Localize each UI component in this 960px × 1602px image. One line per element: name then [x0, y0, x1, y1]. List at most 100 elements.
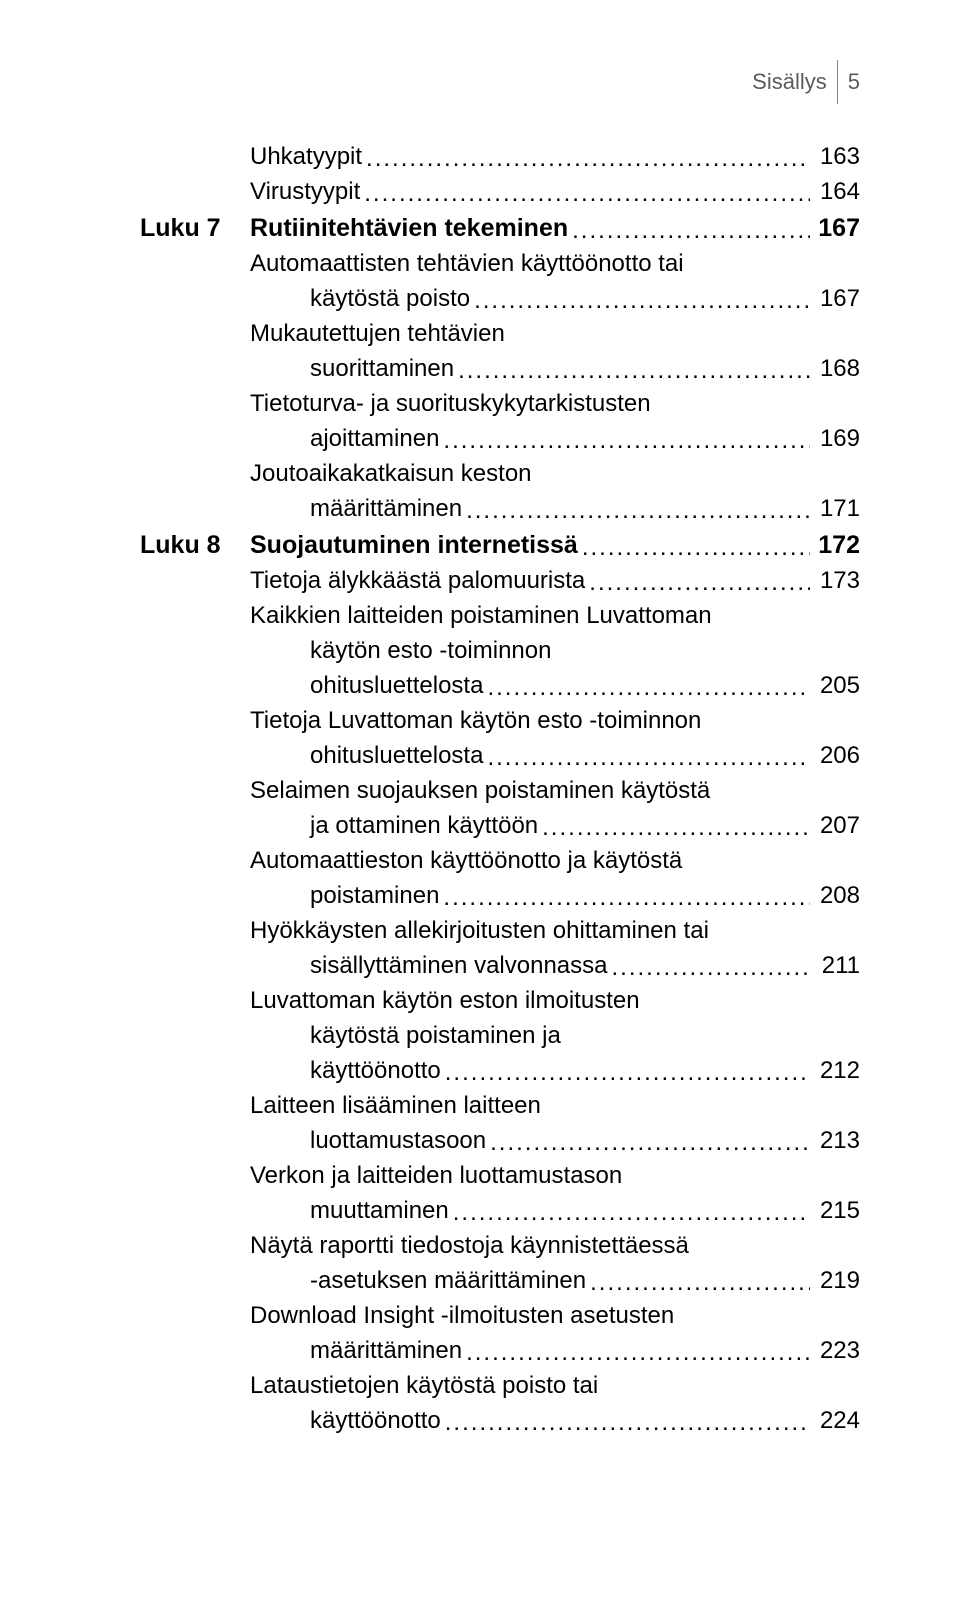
toc-entry-row: Kaikkien laitteiden poistaminen Luvattom… [140, 599, 860, 634]
toc-page-number: 172 [810, 527, 860, 563]
toc-entry-row: Luvattoman käytön eston ilmoitusten [140, 984, 860, 1019]
toc-leader-dots [362, 142, 810, 177]
toc-leader-dots [449, 1196, 810, 1231]
toc-entry-row: Tietoja Luvattoman käytön esto -toiminno… [140, 704, 860, 739]
toc-page-number: 169 [810, 422, 860, 457]
toc-leader-dots [454, 354, 810, 389]
toc-entry-row: muuttaminen215 [140, 1194, 860, 1229]
toc-entry-text: Tietoja älykkäästä palomuurista [250, 564, 585, 599]
toc-entry-row: luottamustasoon 213 [140, 1124, 860, 1159]
toc-entry-text: määrittäminen [250, 1334, 462, 1369]
toc-entry-text: Luvattoman käytön eston ilmoitusten [250, 984, 640, 1019]
toc-page-number: 171 [810, 492, 860, 527]
toc-entry-row: käyttöönotto 212 [140, 1054, 860, 1089]
running-header: Sisällys 5 [752, 60, 860, 104]
toc-entry-row: käytön esto -toiminnon [140, 634, 860, 669]
toc-page-number: 215 [810, 1194, 860, 1229]
toc-page-number: 205 [810, 669, 860, 704]
toc-entry-row: käytöstä poisto 167 [140, 282, 860, 317]
toc-entry-text: Joutoaikakatkaisun keston [250, 457, 532, 492]
toc-entry-row: poistaminen 208 [140, 879, 860, 914]
toc-entry-row: käytöstä poistaminen ja [140, 1019, 860, 1054]
toc-entry-row: ajoittaminen 169 [140, 422, 860, 457]
toc-entry-row: Hyökkäysten allekirjoitusten ohittaminen… [140, 914, 860, 949]
toc-entry-text: Automaattieston käyttöönotto ja käytöstä [250, 844, 682, 879]
toc-page-number: 208 [810, 879, 860, 914]
toc-page-number: 173 [810, 564, 860, 599]
toc-leader-dots [586, 1266, 810, 1301]
toc-content: Uhkatyypit163Virustyypit164Luku 7Rutiini… [140, 140, 860, 1439]
toc-page-number: 164 [810, 175, 860, 210]
toc-entry-row: ja ottaminen käyttöön 207 [140, 809, 860, 844]
toc-entry-text: Laitteen lisääminen laitteen [250, 1089, 541, 1124]
toc-entry-text: ajoittaminen [250, 422, 439, 457]
toc-page-number: 223 [810, 1334, 860, 1369]
toc-page-number: 224 [810, 1404, 860, 1439]
toc-entry-row: ohitusluettelosta 205 [140, 669, 860, 704]
toc-leader-dots [578, 531, 810, 566]
toc-entry-row: Lataustietojen käytöstä poisto tai [140, 1369, 860, 1404]
toc-entry-text: Mukautettujen tehtävien [250, 317, 505, 352]
toc-entry-text: käytöstä poistaminen ja [250, 1019, 561, 1054]
toc-leader-dots [585, 566, 810, 601]
toc-entry-row: Verkon ja laitteiden luottamustason [140, 1159, 860, 1194]
toc-page: Sisällys 5 Uhkatyypit163Virustyypit164Lu… [0, 0, 960, 1602]
toc-entry-row: Automaattisten tehtävien käyttöönotto ta… [140, 247, 860, 282]
chapter-label: Luku 7 [140, 210, 250, 246]
toc-leader-dots [607, 951, 810, 986]
toc-entry-text: Tietoturva- ja suorituskykytarkistusten [250, 387, 651, 422]
toc-entry-row: Download Insight -ilmoitusten asetusten [140, 1299, 860, 1334]
toc-entry-row: Uhkatyypit163 [140, 140, 860, 175]
toc-entry-text: käyttöönotto [250, 1404, 441, 1439]
toc-entry-row: Selaimen suojauksen poistaminen käytöstä [140, 774, 860, 809]
toc-entry-text: Kaikkien laitteiden poistaminen Luvattom… [250, 599, 712, 634]
toc-chapter-row: Luku 7Rutiinitehtävien tekeminen 167 [140, 210, 860, 247]
toc-entry-text: ja ottaminen käyttöön [250, 809, 538, 844]
toc-entry-text: Verkon ja laitteiden luottamustason [250, 1159, 622, 1194]
toc-page-number: 167 [810, 282, 860, 317]
toc-entry-text: poistaminen [250, 879, 439, 914]
toc-leader-dots [538, 811, 810, 846]
toc-entry-row: määrittäminen171 [140, 492, 860, 527]
toc-entry-text: Näytä raportti tiedostoja käynnistettäes… [250, 1229, 689, 1264]
toc-page-number: 206 [810, 739, 860, 774]
toc-entry-row: ohitusluettelosta206 [140, 739, 860, 774]
toc-page-number: 212 [810, 1054, 860, 1089]
toc-entry-text: Selaimen suojauksen poistaminen käytöstä [250, 774, 710, 809]
toc-leader-dots [568, 214, 810, 249]
toc-entry-text: Virustyypit [250, 175, 360, 210]
toc-chapter-row: Luku 8Suojautuminen internetissä172 [140, 527, 860, 564]
toc-leader-dots [486, 1126, 810, 1161]
header-title: Sisällys [752, 66, 827, 98]
header-separator [837, 60, 838, 104]
toc-entry-row: Laitteen lisääminen laitteen [140, 1089, 860, 1124]
toc-entry-text: luottamustasoon [250, 1124, 486, 1159]
toc-leader-dots [462, 1336, 810, 1371]
toc-entry-text: ohitusluettelosta [250, 669, 483, 704]
toc-page-number: 207 [810, 809, 860, 844]
toc-entry-row: Mukautettujen tehtävien [140, 317, 860, 352]
toc-page-number: 163 [810, 140, 860, 175]
toc-page-number: 167 [810, 210, 860, 246]
toc-leader-dots [483, 741, 810, 776]
toc-entry-text: käytön esto -toiminnon [250, 634, 551, 669]
toc-leader-dots [441, 1406, 810, 1441]
toc-entry-text: käyttöönotto [250, 1054, 441, 1089]
toc-entry-text: Rutiinitehtävien tekeminen [250, 210, 568, 246]
toc-entry-row: Automaattieston käyttöönotto ja käytöstä [140, 844, 860, 879]
toc-entry-text: käytöstä poisto [250, 282, 470, 317]
toc-entry-text: -asetuksen määrittäminen [250, 1264, 586, 1299]
toc-entry-row: Joutoaikakatkaisun keston [140, 457, 860, 492]
toc-entry-text: sisällyttäminen valvonnassa [250, 949, 607, 984]
chapter-label: Luku 8 [140, 527, 250, 563]
toc-leader-dots [441, 1056, 810, 1091]
toc-entry-row: Virustyypit 164 [140, 175, 860, 210]
toc-entry-text: Lataustietojen käytöstä poisto tai [250, 1369, 598, 1404]
toc-page-number: 219 [810, 1264, 860, 1299]
header-pagenum: 5 [848, 66, 860, 98]
toc-entry-row: määrittäminen 223 [140, 1334, 860, 1369]
toc-page-number: 168 [810, 352, 860, 387]
toc-entry-row: -asetuksen määrittäminen 219 [140, 1264, 860, 1299]
toc-page-number: 213 [810, 1124, 860, 1159]
toc-entry-row: sisällyttäminen valvonnassa211 [140, 949, 860, 984]
